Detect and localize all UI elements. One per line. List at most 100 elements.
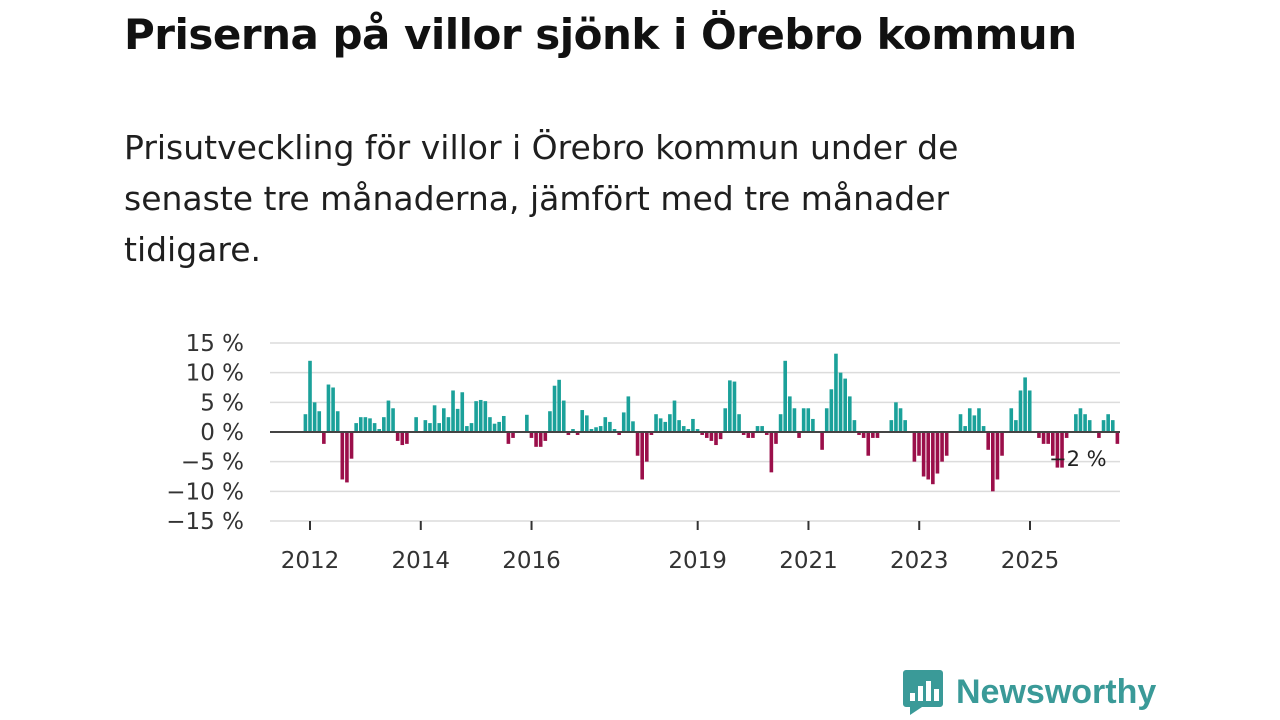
- bar: [824, 408, 829, 432]
- bar: [428, 423, 432, 432]
- bar: [626, 396, 631, 432]
- bar: [1101, 420, 1106, 432]
- annotations: −2 %: [1049, 447, 1107, 471]
- x-tick-label: 2012: [281, 548, 340, 574]
- bar: [709, 432, 714, 441]
- bar: [972, 415, 977, 432]
- bar: [746, 432, 751, 438]
- bar: [1083, 414, 1087, 432]
- bar: [704, 432, 709, 438]
- bar: [967, 408, 972, 432]
- y-tick-label: 15 %: [186, 331, 244, 357]
- bar: [686, 429, 691, 432]
- bar: [349, 432, 354, 459]
- chart-title: Priserna på villor sjönk i Örebro kommun: [124, 10, 1077, 59]
- bar: [358, 417, 363, 432]
- bar: [723, 408, 728, 432]
- bar: [377, 429, 382, 432]
- bar: [1009, 408, 1014, 432]
- y-tick-label: 5 %: [200, 390, 244, 416]
- bar: [741, 432, 746, 435]
- bar: [400, 432, 405, 446]
- bar: [981, 426, 986, 432]
- bar: [354, 423, 358, 432]
- bar: [363, 417, 368, 432]
- bar: [834, 353, 838, 432]
- bar: [405, 432, 409, 444]
- bar: [534, 432, 538, 447]
- bar: [926, 432, 931, 480]
- y-tick-label: −5 %: [181, 450, 244, 476]
- bar: [395, 432, 400, 441]
- bar: [1115, 432, 1120, 444]
- bar: [640, 432, 644, 480]
- bar: [764, 432, 769, 435]
- bar: [1078, 408, 1083, 432]
- bar: [861, 432, 866, 438]
- bar: [525, 414, 529, 432]
- x-tick-label: 2019: [668, 548, 727, 574]
- bar: [940, 432, 944, 462]
- bar: [944, 432, 949, 456]
- bar: [700, 432, 704, 435]
- x-tick-label: 2014: [391, 548, 450, 574]
- bar: [801, 408, 806, 432]
- bar: [755, 426, 760, 432]
- axes: 15 % 10 % 5 % 0 % −5 % −10 % −15 % 2012 2014 2016…: [166, 331, 1120, 574]
- bar: [386, 400, 391, 432]
- bar: [391, 408, 395, 432]
- bar: [912, 432, 917, 462]
- bar: [991, 432, 995, 492]
- bar: [728, 380, 732, 432]
- bar: [668, 414, 672, 432]
- bar: [414, 417, 418, 432]
- bar: [783, 360, 788, 432]
- bar: [931, 432, 935, 485]
- bar: [663, 421, 668, 432]
- bar: [1023, 377, 1027, 432]
- bar: [382, 417, 386, 432]
- bar: [645, 432, 649, 462]
- bar: [1097, 432, 1101, 438]
- bar: [1046, 432, 1050, 444]
- bar: [1000, 432, 1004, 456]
- bar: [889, 420, 894, 432]
- bar: [566, 432, 571, 435]
- x-tick-label: 2025: [1001, 548, 1060, 574]
- bar: [455, 408, 460, 432]
- bar: [714, 432, 718, 446]
- bar: [695, 429, 700, 432]
- bar: [331, 387, 335, 432]
- bar: [589, 429, 594, 432]
- bar: [1064, 432, 1069, 438]
- bar: [1110, 420, 1115, 432]
- bar: [792, 408, 797, 432]
- bar: [1106, 414, 1110, 432]
- bar: [511, 432, 515, 438]
- bar: [635, 432, 640, 456]
- bar: [1050, 432, 1055, 456]
- x-tick-label: 2021: [779, 548, 838, 574]
- bar-series: [303, 353, 1120, 492]
- bar: [437, 423, 441, 432]
- bar: [585, 415, 589, 432]
- bar: [672, 400, 677, 432]
- bar: [654, 414, 658, 432]
- bar: [478, 399, 483, 432]
- bar: [857, 432, 861, 435]
- bar: [811, 418, 815, 432]
- grid-lines: [270, 342, 1120, 522]
- bar: [442, 408, 446, 432]
- bar: [446, 417, 451, 432]
- bar: [608, 421, 612, 432]
- chart-subtitle: Prisutveckling för villor i Örebro kommu…: [124, 128, 959, 269]
- bar: [432, 405, 437, 432]
- bar: [977, 408, 981, 432]
- bar: [649, 432, 654, 435]
- bar: [451, 390, 455, 432]
- bar: [658, 418, 663, 432]
- bar: [838, 372, 843, 432]
- newsworthy-logo[interactable]: Newsworthy: [902, 668, 1156, 716]
- bar: [1060, 432, 1064, 468]
